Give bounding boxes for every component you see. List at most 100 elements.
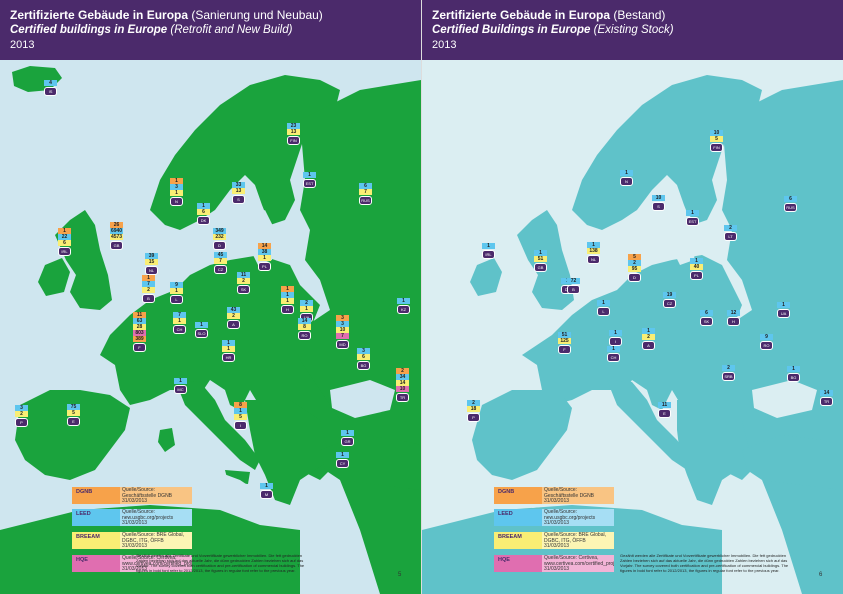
left-page-number: 5 [398, 572, 402, 578]
marker-value: 14 [396, 380, 409, 386]
marker-value: 1 [197, 203, 210, 209]
marker-value: 1 [173, 318, 186, 324]
country-marker-turkey: 14 TR [820, 390, 833, 406]
marker-value: 1 [170, 178, 183, 184]
country-code-badge: PL [690, 271, 703, 280]
country-marker-russia: 6 7 RUS [359, 183, 372, 205]
marker-value: 51 [534, 256, 547, 262]
country-code-badge: RO [298, 331, 311, 340]
marker-value: 349 [213, 228, 226, 234]
marker-value: 2 [15, 411, 28, 417]
marker-value: 9 [170, 282, 183, 288]
marker-value: 10 [336, 327, 349, 333]
country-code-badge: A [227, 320, 240, 329]
marker-value: 2 [227, 313, 240, 319]
right-page-number: 6 [819, 572, 823, 578]
marker-value: 2 [628, 260, 641, 266]
marker-value: 38 [258, 249, 271, 255]
marker-value: 5 [710, 136, 723, 142]
marker-value: 1 [258, 255, 271, 261]
marker-value: 72 [567, 278, 580, 284]
marker-value: 2 [237, 278, 250, 284]
marker-value: 10 [396, 386, 409, 392]
country-code-badge: KZ [397, 305, 410, 314]
marker-value: 13 [232, 188, 245, 194]
country-marker-greece: 1 GR [341, 430, 354, 446]
marker-value: 7 [359, 189, 372, 195]
marker-value: 1 [300, 306, 313, 312]
country-marker-austria: 43 2 A [227, 307, 240, 329]
marker-value: 7 [214, 258, 227, 264]
country-marker-netherlands: 39 15 NL [145, 253, 158, 275]
marker-value: 1 [195, 322, 208, 328]
country-code-badge: FIN [287, 136, 300, 145]
country-code-badge: CZ [214, 265, 227, 274]
country-marker-sweden: 33 13 S [232, 182, 245, 204]
country-code-badge: TR [396, 393, 409, 402]
country-marker-bulgaria: 1 BG [787, 366, 800, 382]
country-code-badge: TR [820, 397, 833, 406]
country-marker-serbia: 2 SRB [722, 365, 735, 381]
marker-value: 39 [145, 253, 158, 259]
marker-value: 75 [67, 404, 80, 410]
country-code-badge: BG [787, 373, 800, 382]
marker-value: 5 [67, 410, 80, 416]
marker-value: 9 [760, 334, 773, 340]
marker-value: 3 [15, 405, 28, 411]
marker-value: 12 [727, 310, 740, 316]
country-code-badge: SRB [722, 372, 735, 381]
country-marker-turkey: 2 34 14 10 TR [396, 368, 409, 402]
country-marker-portugal: 2 18 P [467, 400, 480, 422]
country-code-badge: N [620, 177, 633, 186]
country-marker-bulgaria: 3 6 BG [357, 348, 370, 370]
legend-leed: LEED Quelle/Source: new.usgbc.org/projec… [494, 509, 614, 526]
country-code-badge: E [658, 409, 671, 418]
marker-value: 14 [298, 318, 311, 324]
marker-value: 23 [287, 123, 300, 129]
country-marker-estonia: 1 EST [686, 210, 699, 226]
country-code-badge: L [170, 295, 183, 304]
country-code-badge: MD [336, 340, 349, 349]
legend-breeam: BREEAM Quelle/Source: BRE Global, DGBC, … [72, 532, 192, 549]
country-marker-poland: 1 40 PL [690, 258, 703, 280]
marker-value: 14 [258, 243, 271, 249]
marker-value: 1 [260, 483, 273, 489]
country-code-badge: H [281, 305, 294, 314]
country-code-badge: SK [237, 285, 250, 294]
country-code-badge: F [133, 343, 146, 352]
country-marker-belgium: 72 B [567, 278, 580, 294]
europe-map-new-build [0, 60, 421, 594]
country-marker-cyprus: 1 CY [336, 452, 349, 468]
marker-value: 19 [663, 292, 676, 298]
country-code-badge: SK [700, 317, 713, 326]
marker-value: 1 [281, 286, 294, 292]
country-code-badge: L [597, 307, 610, 316]
marker-value: 2 [467, 400, 480, 406]
marker-value: 18 [467, 406, 480, 412]
country-marker-hungary: 12 H [727, 310, 740, 326]
country-code-badge: LT [724, 232, 737, 241]
marker-value: 1 [609, 330, 622, 336]
marker-value: 6 [197, 209, 210, 215]
marker-value: 7 [336, 333, 349, 339]
country-code-badge: D [213, 241, 226, 250]
country-code-badge: NL [145, 266, 158, 275]
marker-value: 15 [145, 259, 158, 265]
marker-value: 7 [142, 281, 155, 287]
marker-value: 45 [214, 252, 227, 258]
right-year: 2013 [432, 39, 457, 51]
marker-value: 1 [690, 258, 703, 264]
marker-value: 3 [170, 184, 183, 190]
country-marker-lithuania: 2 LT [724, 225, 737, 241]
legend-dgnb: DGNB Quelle/Source: Geschäftsstelle DGNB… [494, 487, 614, 504]
marker-value: 138 [587, 248, 600, 254]
right-note: Gezählt werden alle Zertifikate und Vorz… [620, 553, 789, 573]
country-marker-denmark: 1 6 DK [197, 203, 210, 225]
marker-value: 2 [142, 287, 155, 293]
legend-hqe: HQE Quelle/Source: Certivea, www.certive… [494, 555, 614, 572]
